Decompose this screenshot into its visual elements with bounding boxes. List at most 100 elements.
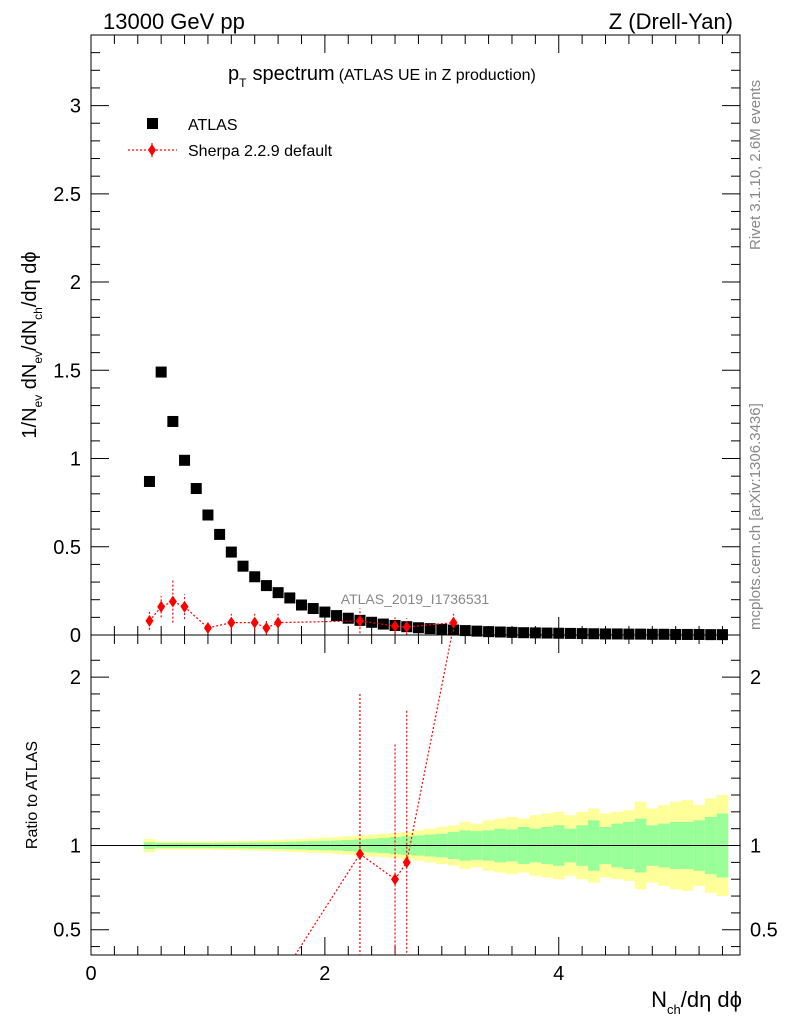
atlas-point (237, 560, 249, 572)
ratio-xtick-label: 4 (553, 963, 564, 985)
main-ytick-label: 1 (70, 449, 81, 471)
atlas-point (249, 571, 261, 583)
main-ytick-label: 1.5 (53, 360, 81, 382)
atlas-point (635, 628, 647, 640)
atlas-point (471, 625, 483, 637)
main-ytick-label: 0.5 (53, 537, 81, 559)
ratio-ytick-label-right: 0.5 (750, 920, 778, 942)
atlas-point (564, 627, 576, 639)
legend-sherpa-label: Sherpa 2.2.9 default (188, 143, 333, 160)
legend-atlas-label: ATLAS (188, 117, 238, 134)
atlas-point (155, 366, 167, 378)
ratio-mc-point (402, 856, 411, 869)
atlas-point (143, 475, 155, 487)
title-note: (ATLAS UE in Z production) (339, 67, 536, 84)
sherpa-point (449, 616, 458, 629)
atlas-point (494, 626, 506, 638)
ratio-mc-point (355, 847, 364, 860)
sherpa-point (203, 621, 212, 634)
main-ytick-label: 0 (70, 625, 81, 647)
atlas-point (529, 627, 541, 639)
atlas-point (576, 628, 588, 640)
atlas-point (553, 627, 565, 639)
legend-atlas-marker (147, 118, 158, 129)
sherpa-point (180, 600, 189, 613)
legend: ATLAS Sherpa 2.2.9 default (128, 117, 333, 160)
ratio-data-layer (294, 634, 453, 956)
atlas-point (307, 603, 319, 615)
atlas-point (412, 622, 424, 634)
atlas-point (436, 623, 448, 635)
atlas-point (623, 628, 635, 640)
header-process: Z (Drell-Yan) (609, 9, 733, 34)
sherpa-point (145, 614, 154, 627)
atlas-point (377, 618, 389, 630)
atlas-point (459, 625, 471, 637)
atlas-point (506, 626, 518, 638)
main-ytick-label: 2.5 (53, 184, 81, 206)
main-ytick-label: 3 (70, 96, 81, 118)
ratio-frame (90, 634, 741, 956)
atlas-point (600, 628, 612, 640)
ratio-ytick-label: 0.5 (53, 920, 81, 942)
atlas-point (342, 612, 354, 624)
atlas-point (225, 546, 237, 558)
ratio-xtick-label: 0 (85, 963, 96, 985)
atlas-point (670, 628, 682, 640)
title-spectrum: spectrum (252, 63, 334, 85)
atlas-point (658, 628, 670, 640)
atlas-point (190, 483, 202, 495)
atlas-point (295, 599, 307, 611)
atlas-point (611, 628, 623, 640)
atlas-point (167, 415, 179, 427)
header-energy: 13000 GeV pp (103, 9, 245, 34)
atlas-point (518, 627, 530, 639)
ratio-xlabel: Nch/dη dϕ (651, 987, 742, 1017)
title-sub: T (239, 76, 247, 90)
sherpa-point (157, 600, 166, 613)
atlas-point (681, 628, 693, 640)
atlas-point (483, 626, 495, 638)
sherpa-point (262, 621, 271, 634)
legend-sherpa-marker (148, 144, 156, 156)
ratio-ytick-label: 1 (70, 836, 81, 858)
atlas-point (693, 628, 705, 640)
atlas-point (202, 509, 214, 521)
sherpa-point (274, 616, 283, 629)
ratio-ylabel: Ratio to ATLAS (24, 741, 41, 849)
main-panel: 0 0.5 1 1.5 2 2.5 3 ATLAS_2019_I1736531 pT spec… (19, 34, 741, 647)
ratio-mc-line (406, 634, 453, 863)
main-ytick-label: 2 (70, 272, 81, 294)
mcplots-text: mcplots.cern.ch [arXiv:1306.3436] (747, 403, 764, 630)
atlas-point (284, 592, 296, 604)
sherpa-point (355, 614, 364, 627)
chart-title: pT spectrum (ATLAS UE in Z production) (228, 63, 536, 90)
atlas-point (272, 587, 284, 599)
sherpa-point (227, 616, 236, 629)
atlas-point (424, 623, 436, 635)
ratio-ytick-label: 2 (70, 667, 81, 689)
sherpa-point (391, 620, 400, 633)
ratio-panel: 0.5 0.5 1 1 2 2 0 2 4 Ratio to ATLAS Nch/dη dϕ (24, 634, 778, 1017)
atlas-point (214, 528, 226, 540)
atlas-point (646, 628, 658, 640)
ratio-mc-line (294, 853, 361, 956)
ratio-mc-line (359, 853, 396, 880)
rivet-version-text: Rivet 3.1.10, 2.6M events (747, 80, 764, 250)
ratio-mc-point (391, 873, 400, 886)
sherpa-point (250, 616, 259, 629)
title-p: p (228, 63, 239, 85)
ratio-ytick-label-right: 1 (750, 836, 761, 858)
main-ylabel: 1/Nev dNev/dNch/dη dϕ (19, 251, 45, 438)
sherpa-point (168, 595, 177, 608)
ratio-xtick-label: 2 (319, 963, 330, 985)
ratio-ytick-label-right: 2 (750, 667, 761, 689)
ratio-axes: 0.5 0.5 1 1 2 2 0 2 4 (53, 634, 778, 985)
atlas-point (260, 580, 272, 592)
atlas-point (331, 610, 343, 622)
watermark-label: ATLAS_2019_I1736531 (341, 591, 490, 607)
atlas-point (366, 616, 378, 628)
atlas-point (179, 454, 191, 466)
atlas-point (319, 606, 331, 618)
